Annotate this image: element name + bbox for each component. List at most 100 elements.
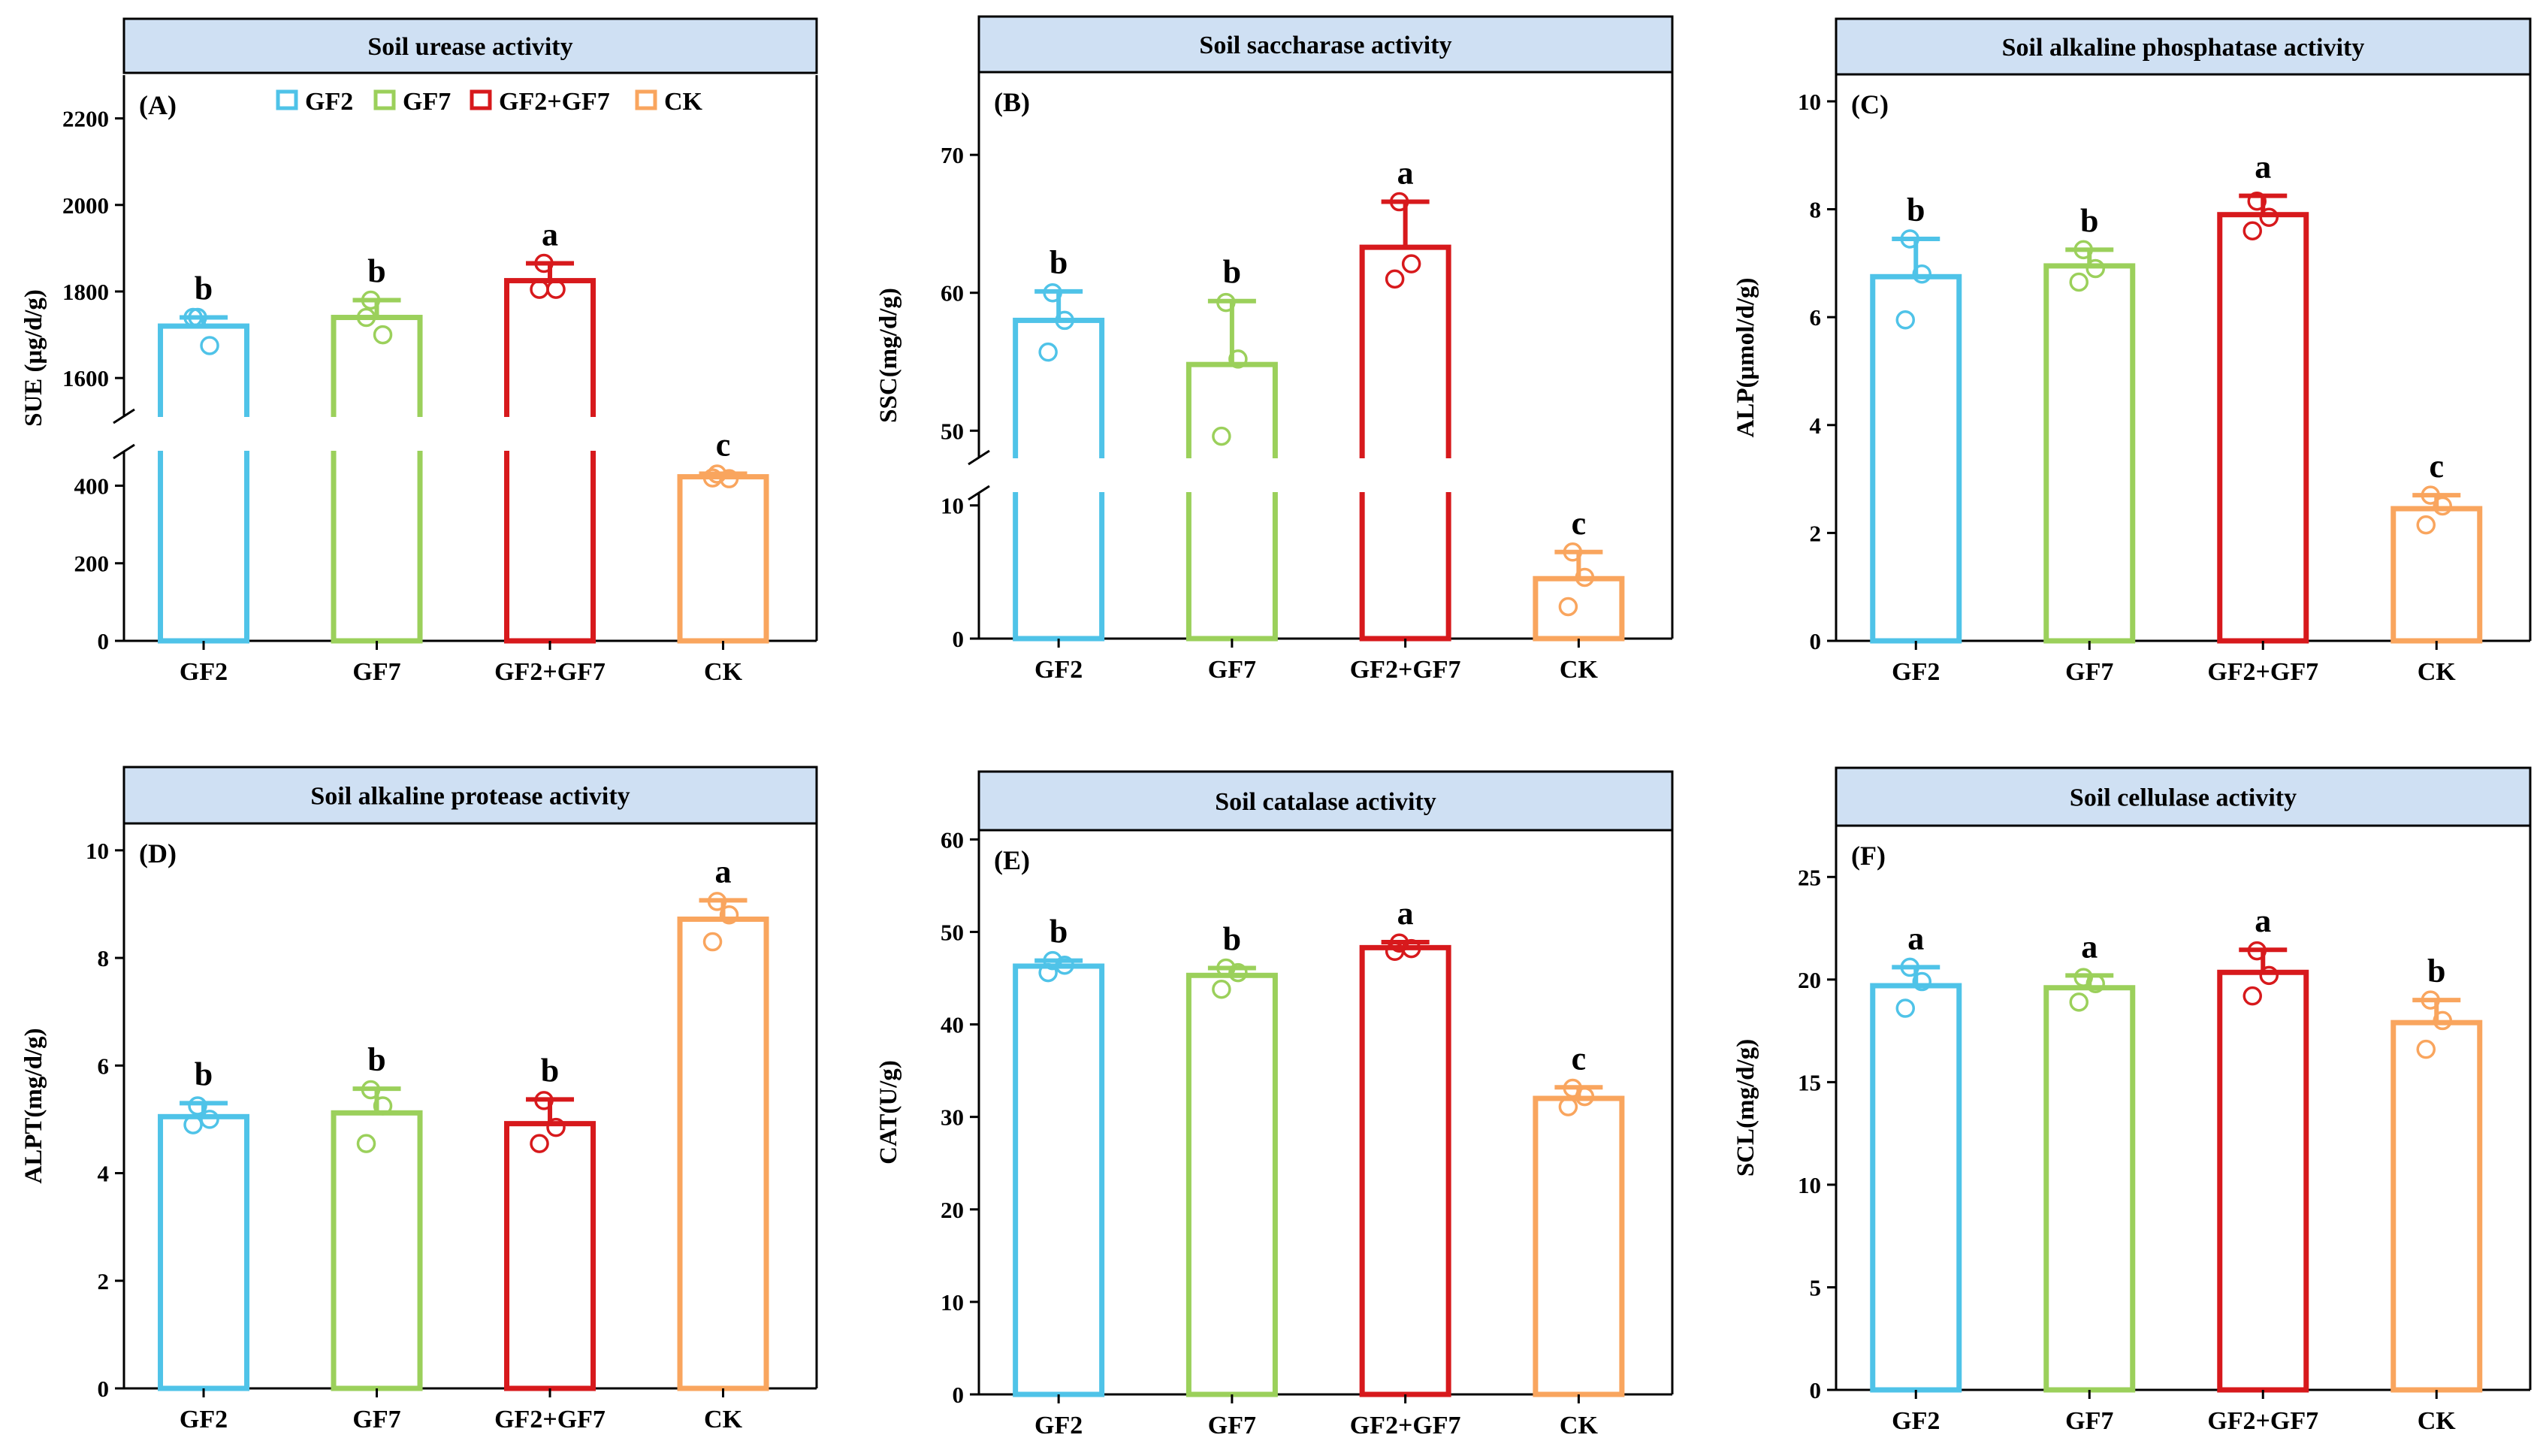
panel-title: Soil cellulase activity — [2070, 784, 2297, 812]
x-tick-label: GF7 — [352, 658, 400, 686]
chart-panel-d: Soil alkaline protease activity 0 2 4 6 8 10 AL… — [20, 766, 818, 1433]
y-tick-label: 6 — [1810, 304, 1822, 331]
data-point — [1900, 229, 1920, 249]
legend-swatch — [470, 89, 492, 110]
y-tick-label: 20 — [1798, 967, 1821, 993]
chart-panel-e: Soil catalase activity 0 10 20 30 40 50 60 CAT(U… — [875, 770, 1674, 1439]
data-point — [2247, 192, 2267, 211]
bar-gf2-gf7 — [2217, 212, 2309, 644]
legend-label: GF2 — [305, 88, 353, 116]
data-point — [183, 1115, 203, 1134]
data-point — [356, 1134, 376, 1153]
bar-ck — [677, 474, 769, 644]
significance-letter: b — [367, 1041, 385, 1078]
data-point — [1385, 269, 1405, 289]
axis-break-mark — [968, 449, 990, 466]
x-tick-label: GF2+GF7 — [1350, 656, 1461, 684]
x-tick-label: GF2 — [1892, 658, 1940, 686]
data-point — [361, 1080, 381, 1100]
y-tick-label: 20 — [941, 1197, 964, 1223]
data-point — [356, 307, 376, 328]
x-tick-label: GF7 — [1208, 1412, 1256, 1439]
y-tick-label: 1800 — [62, 279, 109, 305]
y-axis-label: SCL(mg/d/g) — [1732, 1039, 1759, 1177]
bar-gf7 — [331, 315, 423, 644]
panel-title: Soil urease activity — [367, 33, 572, 61]
data-point — [2421, 990, 2441, 1010]
data-point — [534, 1091, 554, 1110]
bar-gf2 — [1870, 983, 1962, 1393]
y-tick-label: 0 — [98, 628, 110, 654]
significance-letter: b — [367, 252, 385, 289]
panel-title: Soil catalase activity — [1215, 788, 1436, 816]
data-point — [2421, 485, 2441, 505]
x-tick-label: GF2 — [1892, 1407, 1940, 1435]
y-tick-label: 50 — [941, 418, 964, 444]
data-point — [2247, 941, 2267, 961]
chart-panel-a: Soil urease activity 0 200 400 1600 1800 2000 2… — [20, 17, 818, 686]
significance-letter: b — [1223, 920, 1241, 957]
y-tick-label: 0 — [98, 1376, 110, 1402]
bar-gf7 — [1185, 972, 1278, 1397]
data-point — [2416, 515, 2436, 535]
y-tick-label: 60 — [941, 826, 964, 853]
significance-letter: b — [2427, 953, 2445, 989]
data-point — [2433, 496, 2453, 516]
data-point — [1043, 950, 1062, 971]
x-tick-label: CK — [2418, 658, 2457, 686]
significance-letter: b — [1223, 254, 1241, 291]
data-point — [702, 468, 723, 488]
data-point — [188, 1096, 207, 1116]
panel-title: Soil alkaline phosphatase activity — [2002, 34, 2365, 62]
x-tick-label: GF2+GF7 — [2207, 1407, 2318, 1435]
y-tick-label: 2 — [98, 1268, 110, 1294]
data-point — [373, 1096, 393, 1116]
y-tick-label: 4 — [1810, 412, 1822, 439]
chart-panel-f: Soil cellulase activity 0 5 10 15 20 25 SCL(mg/… — [1732, 766, 2532, 1435]
y-tick-label: 4 — [98, 1161, 110, 1187]
bar-break-gap — [1184, 458, 1280, 492]
x-tick-label: GF2 — [180, 658, 228, 686]
data-point — [2073, 240, 2094, 260]
y-tick-label: 10 — [1798, 89, 1821, 115]
data-point — [1212, 426, 1231, 446]
data-point — [1216, 292, 1236, 313]
bar-break-gap — [675, 417, 772, 451]
data-point — [1389, 192, 1409, 212]
legend: GF2 GF7 GF2+GF7 CK — [276, 88, 703, 116]
y-tick-label: 0 — [953, 1382, 965, 1408]
y-axis-label: CAT(U/g) — [875, 1060, 902, 1164]
x-tick-label: CK — [1560, 1412, 1599, 1439]
y-tick-label: 10 — [1798, 1172, 1821, 1198]
bar-gf2-gf7 — [1359, 244, 1451, 642]
data-point — [1216, 958, 1236, 978]
y-axis-label: SUE (μg/d/g) — [20, 289, 47, 427]
data-point — [1038, 962, 1058, 983]
bar-break-gap — [1010, 458, 1107, 492]
y-tick-label: 25 — [1798, 864, 1821, 890]
bar-gf2 — [158, 1113, 250, 1391]
significance-letter: c — [716, 426, 731, 463]
data-point — [373, 325, 393, 345]
bar-ck — [1533, 575, 1625, 642]
significance-letter: c — [1572, 1040, 1587, 1077]
x-tick-label: GF7 — [1208, 656, 1256, 684]
y-tick-label: 10 — [941, 1289, 964, 1316]
bar-gf2 — [1870, 273, 1962, 644]
data-point — [530, 1134, 549, 1153]
data-point — [534, 253, 554, 273]
data-point — [1895, 310, 1916, 330]
significance-letter: b — [1050, 914, 1068, 950]
bar-break-gap — [329, 417, 425, 451]
significance-letter: a — [2255, 902, 2271, 939]
data-point — [1558, 1097, 1578, 1116]
data-point — [2259, 207, 2279, 228]
y-tick-label: 2 — [1810, 520, 1822, 546]
data-point — [183, 307, 203, 328]
data-point — [719, 905, 739, 925]
significance-letter: c — [2429, 448, 2444, 485]
data-point — [2242, 221, 2263, 240]
panel-header — [122, 766, 818, 825]
significance-letter: a — [1397, 895, 1414, 932]
